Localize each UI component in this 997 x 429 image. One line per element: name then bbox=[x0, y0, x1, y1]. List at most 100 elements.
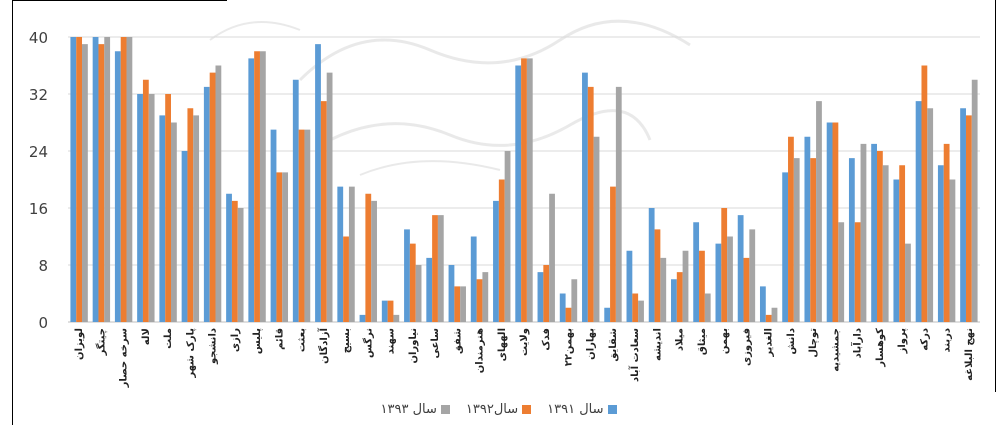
bar bbox=[460, 286, 466, 323]
bar bbox=[899, 165, 906, 322]
bar bbox=[365, 193, 372, 322]
y-tick-label: 8 bbox=[38, 257, 48, 275]
x-tick-label: سهند bbox=[386, 328, 397, 354]
bar bbox=[765, 314, 772, 323]
bar bbox=[159, 115, 166, 323]
bar bbox=[371, 200, 377, 323]
x-tick-label: نیاوران bbox=[408, 328, 419, 364]
bar bbox=[937, 165, 944, 322]
bar bbox=[715, 243, 722, 323]
bar bbox=[298, 129, 305, 323]
x-tick-label: شقایق bbox=[608, 328, 619, 362]
bar bbox=[660, 257, 667, 323]
x-tick-label: اندیشه bbox=[653, 328, 664, 361]
bar bbox=[571, 279, 578, 322]
bar bbox=[148, 94, 155, 322]
bar bbox=[387, 300, 394, 323]
x-tick-label: آزادگان bbox=[317, 327, 330, 363]
x-tick-label: میثاق bbox=[697, 328, 708, 355]
x-tick-label: فدک bbox=[541, 328, 552, 351]
bar bbox=[526, 58, 533, 323]
x-tick-label: پلیس bbox=[252, 328, 263, 354]
y-tick-label: 32 bbox=[29, 86, 48, 104]
x-tick-label: فیروزی bbox=[741, 328, 752, 366]
bar bbox=[721, 208, 728, 322]
bar bbox=[804, 136, 811, 322]
x-tick-label: شفق bbox=[452, 328, 463, 354]
legend-label: سال ۱۳۹۳ bbox=[380, 402, 437, 417]
bar bbox=[409, 243, 416, 323]
bar bbox=[193, 115, 200, 323]
bar bbox=[304, 129, 311, 323]
legend-label: سال ۱۳۹۱ bbox=[547, 402, 604, 417]
bar bbox=[92, 37, 99, 322]
x-tick-label: پارک شهر bbox=[185, 328, 196, 379]
bar bbox=[921, 65, 928, 322]
x-tick-label: توچال bbox=[808, 328, 819, 358]
bar bbox=[120, 37, 127, 322]
legend-label: سال۱۳۹۲ bbox=[465, 402, 519, 417]
bar bbox=[343, 236, 349, 322]
bar bbox=[476, 279, 483, 322]
x-tick-label: بسیج bbox=[341, 328, 352, 353]
bar bbox=[259, 51, 266, 322]
bar bbox=[749, 229, 756, 323]
bar bbox=[404, 229, 410, 323]
bar bbox=[727, 236, 733, 322]
bar bbox=[315, 44, 321, 323]
bar bbox=[209, 72, 216, 323]
bar bbox=[482, 272, 489, 323]
bar bbox=[231, 200, 238, 323]
bar bbox=[559, 293, 566, 322]
bar bbox=[215, 65, 222, 322]
bar bbox=[632, 293, 639, 322]
x-tick-label: ۲۲بهمن bbox=[564, 328, 575, 366]
bar bbox=[82, 44, 88, 323]
x-tick-label: رازی bbox=[230, 328, 241, 352]
x-tick-label: الههای bbox=[497, 328, 508, 361]
bar bbox=[965, 115, 972, 323]
bar bbox=[498, 179, 505, 322]
bar bbox=[604, 307, 611, 322]
x-tick-label: الغدیر bbox=[764, 328, 775, 358]
bar bbox=[237, 208, 244, 322]
bar bbox=[348, 186, 355, 323]
bar bbox=[454, 286, 461, 323]
bar bbox=[877, 151, 883, 322]
y-tick-label: 24 bbox=[29, 143, 48, 161]
bar bbox=[810, 158, 817, 323]
bar bbox=[648, 208, 655, 322]
bar bbox=[415, 265, 422, 322]
x-tick-label: نهج البلاغه bbox=[964, 328, 975, 381]
bar bbox=[326, 72, 333, 323]
legend-item: سال ۱۳۹۳ bbox=[381, 402, 450, 417]
bar bbox=[470, 236, 477, 322]
x-tick-label: سعادت آباد bbox=[628, 328, 641, 382]
chart-frame-right bbox=[995, 0, 996, 392]
bar bbox=[282, 172, 289, 323]
bar bbox=[98, 44, 105, 323]
bar bbox=[171, 122, 177, 322]
x-tick-label: بعثت bbox=[297, 328, 308, 352]
bar bbox=[704, 293, 711, 322]
y-tick-label: 0 bbox=[38, 314, 48, 332]
bar bbox=[549, 193, 555, 322]
bar bbox=[187, 108, 194, 322]
bar bbox=[893, 179, 900, 322]
bar bbox=[70, 37, 77, 322]
bar bbox=[693, 222, 700, 322]
bar bbox=[587, 86, 594, 323]
x-tick-label: دربند bbox=[942, 328, 953, 353]
x-tick-label: جمشیدیه bbox=[830, 328, 841, 372]
legend-swatch bbox=[522, 405, 532, 414]
bar bbox=[816, 101, 822, 323]
bar bbox=[832, 122, 839, 322]
y-tick-label: 40 bbox=[29, 29, 48, 47]
bar bbox=[782, 172, 789, 323]
bar bbox=[493, 200, 499, 323]
bar bbox=[610, 186, 616, 323]
x-tick-label: دانشجو bbox=[208, 328, 219, 365]
bar bbox=[292, 79, 299, 322]
bar bbox=[871, 143, 877, 323]
